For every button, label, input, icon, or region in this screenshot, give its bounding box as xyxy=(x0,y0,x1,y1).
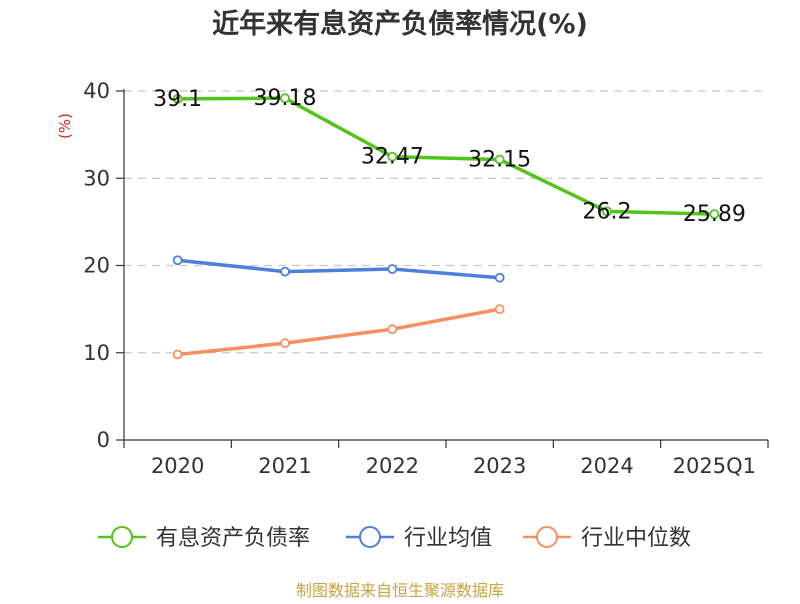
x-tick-label: 2025Q1 xyxy=(673,454,756,478)
data-label: 25.89 xyxy=(683,202,746,227)
data-label: 32.15 xyxy=(468,147,531,172)
data-labels: 39.1 39.18 32.47 32.15 26.2 25.89 xyxy=(153,86,746,227)
series-lines xyxy=(172,93,720,360)
data-point xyxy=(709,209,720,220)
series-line-0 xyxy=(175,96,717,216)
legend-marker xyxy=(359,526,381,548)
legend-marker xyxy=(111,526,133,548)
legend-label: 行业均值 xyxy=(404,526,492,551)
data-point xyxy=(494,154,505,165)
data-point xyxy=(387,264,398,274)
legend: 有息资产负债率 行业均值 行业中位数 xyxy=(98,526,691,551)
data-point xyxy=(280,338,290,349)
data-point xyxy=(172,255,183,266)
y-axis-unit-label: (%) xyxy=(56,113,74,139)
data-point xyxy=(280,266,290,277)
data-point xyxy=(172,93,183,104)
source-note: 制图数据来自恒生聚源数据库 xyxy=(296,581,504,600)
x-tick-label: 2020 xyxy=(151,454,204,478)
series-line-1 xyxy=(175,258,502,280)
data-point xyxy=(387,324,398,335)
data-label: 26.2 xyxy=(583,199,632,224)
legend-marker xyxy=(536,526,558,548)
x-tick-label: 2023 xyxy=(473,454,526,478)
y-tick-label: 10 xyxy=(83,341,110,365)
axes: 0 10 20 30 40 2020 2021 2022 2023 2024 2025Q1 xyxy=(83,79,769,478)
legend-label: 有息资产负债率 xyxy=(156,526,310,551)
y-tick-label: 30 xyxy=(83,166,110,190)
data-point xyxy=(494,272,505,283)
data-point xyxy=(172,349,183,360)
data-point xyxy=(494,304,505,315)
series-line-2 xyxy=(175,307,502,357)
y-tick-label: 0 xyxy=(97,428,110,452)
x-tick-label: 2024 xyxy=(580,454,633,478)
y-tick-label: 40 xyxy=(83,79,110,103)
legend-label: 行业中位数 xyxy=(581,526,691,551)
x-tick-label: 2021 xyxy=(258,454,311,478)
data-point xyxy=(280,93,290,104)
data-point xyxy=(602,206,612,217)
data-label: 39.18 xyxy=(254,86,317,111)
data-label: 39.1 xyxy=(153,87,202,112)
data-point xyxy=(387,151,398,162)
y-tick-label: 20 xyxy=(83,254,110,278)
gridlines xyxy=(124,90,768,354)
data-label: 32.47 xyxy=(361,145,424,170)
chart-title: 近年来有息资产负债率情况(%) xyxy=(212,8,588,40)
x-tick-label: 2022 xyxy=(366,454,419,478)
